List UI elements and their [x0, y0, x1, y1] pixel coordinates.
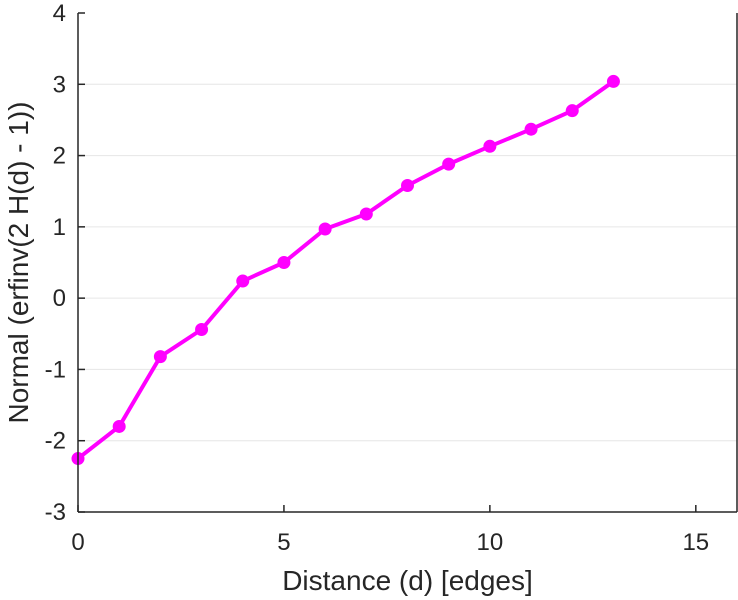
series-layer — [71, 74, 620, 466]
data-point — [195, 323, 209, 337]
y-tick-label: 1 — [53, 214, 66, 241]
y-tick-label: -1 — [45, 356, 66, 383]
data-point — [236, 274, 250, 288]
x-tick-label: 15 — [682, 529, 709, 556]
data-point — [112, 419, 126, 433]
axes — [77, 12, 738, 513]
data-point — [442, 157, 456, 171]
x-axis-title: Distance (d) [edges] — [282, 565, 533, 596]
y-tick-label: -3 — [45, 499, 66, 526]
y-tick-label: -2 — [45, 428, 66, 455]
y-tick-label: 0 — [53, 285, 66, 312]
x-tick-label: 5 — [277, 529, 290, 556]
y-axis-title: Normal (erfinv(2 H(d) - 1)) — [3, 101, 34, 423]
series-line — [76, 79, 615, 461]
tick-labels: -3 -2 -1 0 1 2 3 4 0 5 10 15 — [45, 0, 710, 556]
y-tick-label: 4 — [53, 0, 66, 27]
data-point — [359, 207, 373, 221]
data-point — [524, 122, 538, 136]
data-point — [606, 74, 620, 88]
y-tick-label: 3 — [53, 71, 66, 98]
data-point — [565, 104, 579, 118]
y-tick-label: 2 — [53, 143, 66, 170]
data-point — [318, 222, 332, 236]
data-point — [153, 350, 167, 364]
data-point — [277, 256, 291, 269]
grid-lines — [78, 83, 737, 442]
data-point — [401, 179, 414, 193]
x-tick-label: 10 — [477, 529, 504, 556]
data-point — [483, 139, 497, 153]
x-tick-label: 0 — [71, 529, 84, 556]
